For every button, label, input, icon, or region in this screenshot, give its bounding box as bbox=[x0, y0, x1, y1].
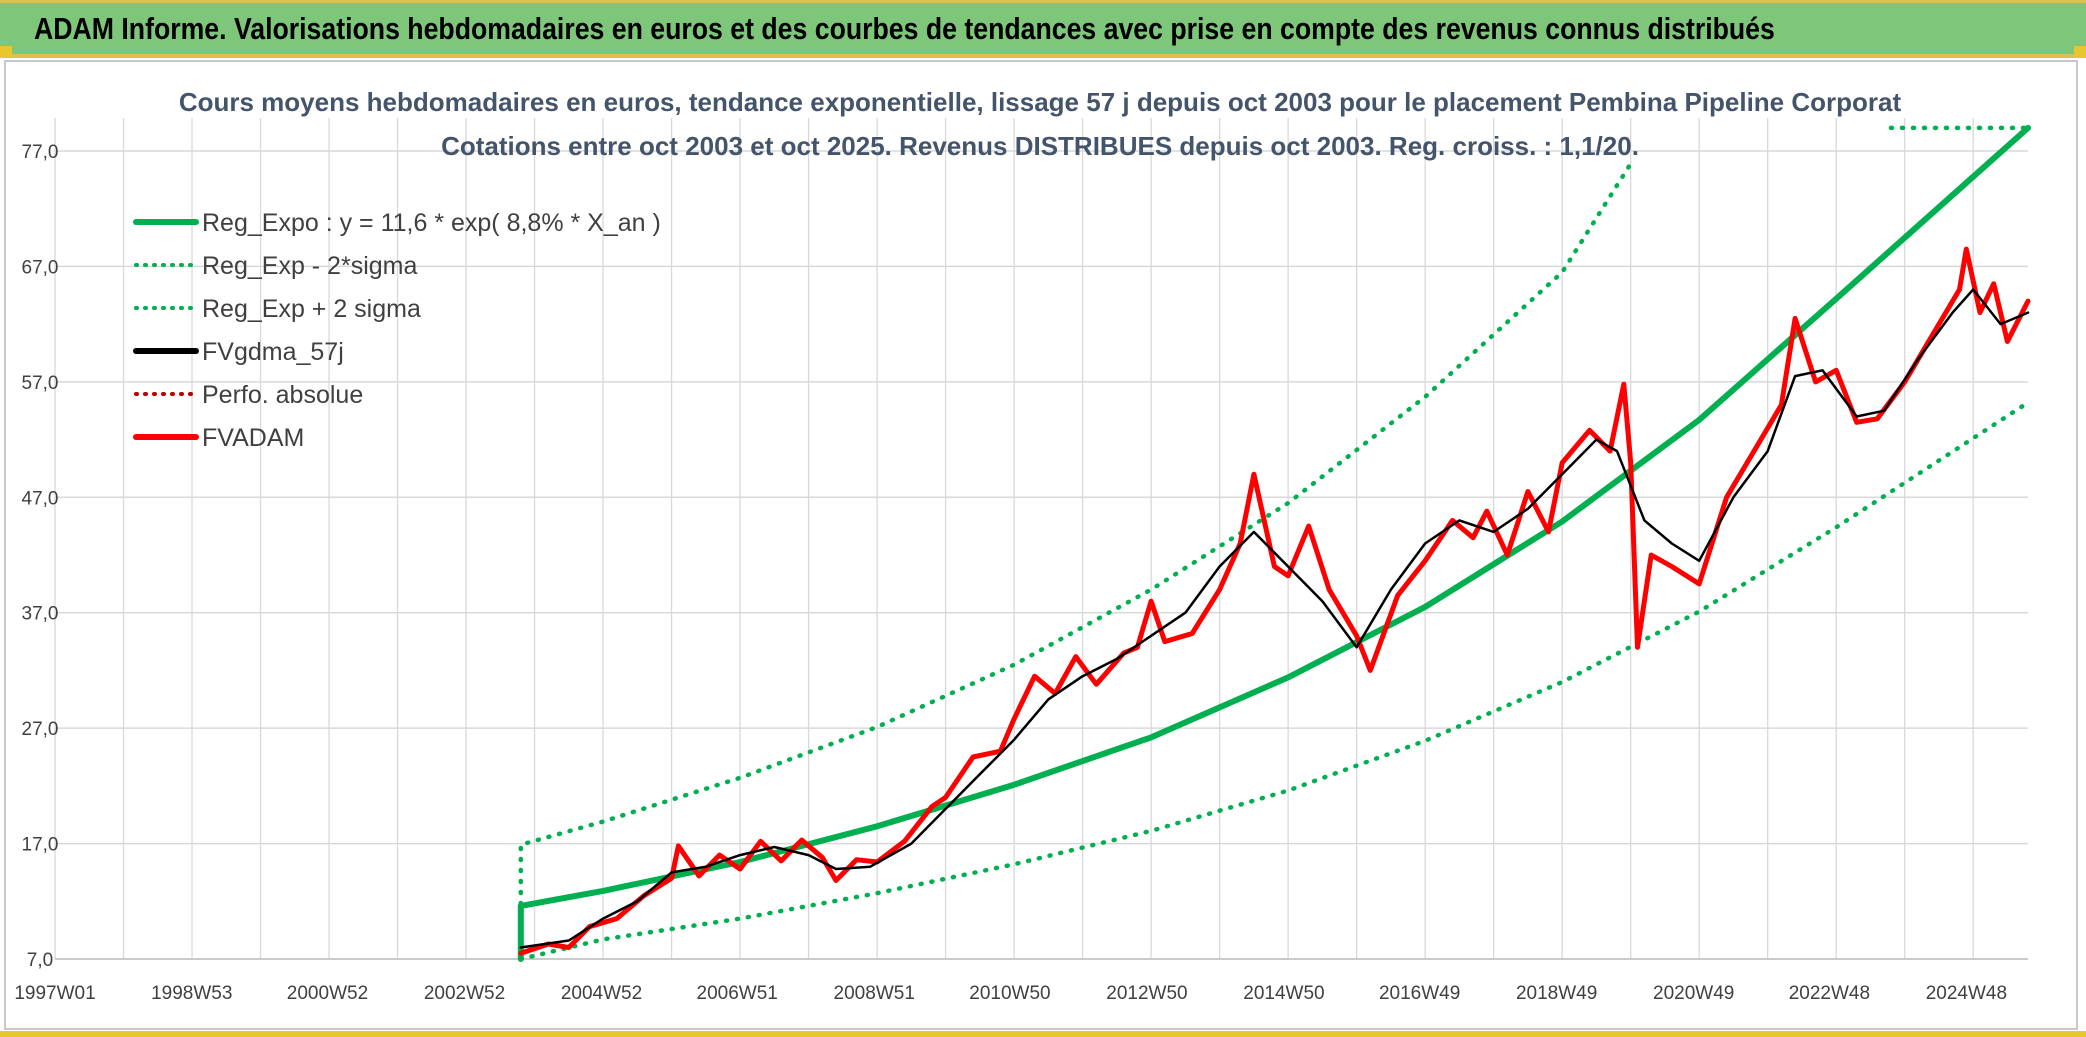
x-tick-label: 2000W52 bbox=[287, 983, 368, 1004]
series-line-reg-exp-minus bbox=[518, 400, 2031, 962]
y-tick-label: 47,0 bbox=[22, 488, 59, 509]
header-banner: ADAM Informe. Valorisations hebdomadaire… bbox=[0, 0, 2086, 58]
chart-title: Cours moyens hebdomadaires en euros, ten… bbox=[179, 87, 1902, 117]
x-tick-label: 2024W48 bbox=[1926, 983, 2007, 1004]
y-tick-label: 37,0 bbox=[22, 604, 59, 625]
x-tick-label: 1997W01 bbox=[14, 983, 95, 1004]
legend-label: Perfo. absolue bbox=[202, 381, 363, 409]
legend-label: FVgdma_57j bbox=[202, 338, 344, 366]
x-tick-label: 2020W49 bbox=[1653, 983, 1734, 1004]
chart-grid bbox=[54, 118, 2028, 960]
x-tick-label: 2016W49 bbox=[1379, 983, 1460, 1004]
chart-frame bbox=[4, 60, 2078, 1030]
series-line-fvgdma-57j bbox=[519, 288, 2030, 949]
series-line-reg-exp-plus bbox=[518, 161, 1633, 962]
legend-label: FVADAM bbox=[202, 424, 304, 452]
y-tick-label: 17,0 bbox=[22, 835, 59, 856]
x-tick-label: 2022W48 bbox=[1789, 983, 1870, 1004]
series-line-fvadam bbox=[518, 246, 2031, 956]
corner-mark-right bbox=[2074, 46, 2086, 58]
legend-label: Reg_Exp - 2*sigma bbox=[202, 252, 417, 280]
x-tick-label: 2010W50 bbox=[969, 983, 1050, 1004]
y-tick-label: 57,0 bbox=[22, 373, 59, 394]
chart-ticks: 7,0 17,0 27,0 37,0 47,0 57,0 67,0 77,0 1997W01 19… bbox=[14, 142, 2007, 1004]
x-tick-label: 2002W52 bbox=[424, 983, 505, 1004]
y-tick-label: 27,0 bbox=[22, 719, 59, 740]
legend-label: Reg_Exp + 2 sigma bbox=[202, 295, 421, 323]
bottom-strip bbox=[0, 1031, 2086, 1037]
x-tick-label: 1998W53 bbox=[151, 983, 232, 1004]
legend-label: Reg_Expo : y = 11,6 * exp( 8,8% * X_an ) bbox=[202, 209, 661, 237]
series-line-reg-expo bbox=[517, 124, 2031, 962]
corner-mark-left bbox=[0, 46, 12, 58]
page-title: ADAM Informe. Valorisations hebdomadaire… bbox=[34, 11, 1775, 46]
y-tick-label: 67,0 bbox=[22, 257, 59, 278]
x-tick-label: 2014W50 bbox=[1243, 983, 1324, 1004]
x-tick-label: 2012W50 bbox=[1106, 983, 1187, 1004]
y-tick-label: 77,0 bbox=[22, 142, 59, 163]
x-tick-label: 2006W51 bbox=[697, 983, 778, 1004]
chart-series bbox=[517, 124, 2031, 962]
y-tick-label: 7,0 bbox=[27, 950, 53, 971]
chart-legend: Reg_Expo : y = 11,6 * exp( 8,8% * X_an )… bbox=[133, 209, 661, 452]
x-tick-label: 2008W51 bbox=[834, 983, 915, 1004]
x-tick-label: 2018W49 bbox=[1516, 983, 1597, 1004]
x-tick-label: 2004W52 bbox=[561, 983, 642, 1004]
chart-subtitle: Cotations entre oct 2003 et oct 2025. Re… bbox=[441, 131, 1639, 161]
